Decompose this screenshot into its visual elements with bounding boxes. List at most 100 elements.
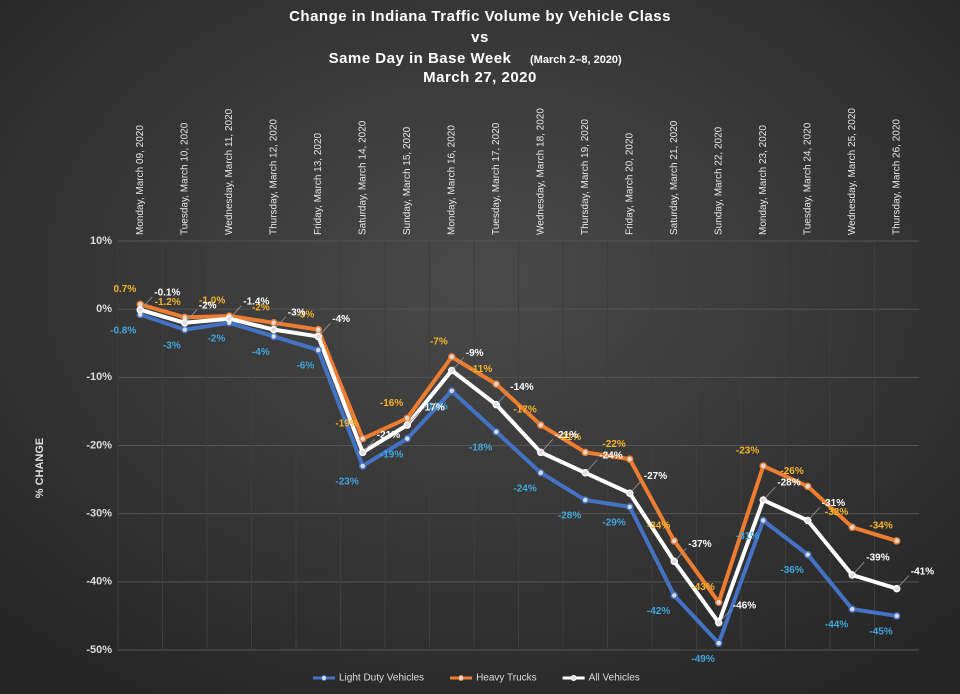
- data-point: [314, 325, 322, 334]
- data-point: [537, 421, 545, 429]
- leader-line: [764, 486, 776, 499]
- data-point: [359, 462, 367, 470]
- data-point: [626, 503, 634, 511]
- value-label: -44%: [825, 620, 848, 631]
- leader-line: [631, 479, 643, 492]
- y-tick-label: -30%: [86, 508, 112, 520]
- leader-line: [898, 575, 910, 587]
- value-label: -46%: [733, 600, 756, 611]
- value-label: -0.1%: [154, 287, 180, 298]
- value-label: -19%: [380, 449, 403, 460]
- legend-label: Light Duty Vehicles: [339, 673, 424, 684]
- value-label: -21%: [555, 430, 578, 441]
- data-point: [403, 421, 411, 429]
- data-point: [715, 639, 723, 647]
- x-tick-label: Monday, March 09, 2020: [135, 125, 146, 235]
- value-label: -2%: [252, 302, 270, 313]
- y-axis-label: % CHANGE: [34, 438, 46, 499]
- x-tick-label: Monday, March 16, 2020: [446, 125, 457, 235]
- legend-marker: [321, 675, 327, 681]
- value-label: -2%: [199, 300, 217, 311]
- leader-line: [364, 439, 376, 451]
- data-point: [537, 469, 545, 477]
- series-line: [139, 307, 898, 625]
- value-label: -43%: [691, 582, 714, 593]
- value-label: -24%: [513, 483, 536, 494]
- leader-line: [453, 357, 465, 369]
- legend-label: Heavy Trucks: [476, 673, 537, 684]
- y-tick-label: -40%: [86, 576, 112, 588]
- data-point: [848, 571, 856, 579]
- value-label: -4%: [252, 347, 270, 358]
- value-label: -39%: [866, 553, 889, 564]
- value-label: -3%: [288, 307, 306, 318]
- value-label: -26%: [780, 466, 803, 477]
- leader-line: [853, 561, 865, 574]
- data-point: [804, 550, 812, 559]
- value-label: -29%: [602, 517, 625, 528]
- data-point: [715, 598, 723, 607]
- data-point: [403, 414, 411, 422]
- y-tick-label: 10%: [90, 235, 112, 247]
- value-label: -6%: [296, 361, 314, 372]
- value-label: -0.8%: [110, 325, 136, 336]
- y-tick-label: 0%: [96, 303, 112, 315]
- x-tick-label: Friday, March 13, 2020: [313, 132, 324, 235]
- value-label: -42%: [647, 606, 670, 617]
- data-point: [670, 537, 678, 545]
- data-point: [270, 319, 278, 327]
- value-label: -37%: [688, 539, 711, 550]
- data-point: [270, 325, 278, 334]
- data-point: [581, 448, 589, 457]
- subtitle-note: (March 2–8, 2020): [530, 54, 622, 66]
- value-label: -24%: [599, 450, 622, 461]
- value-label: -27%: [644, 471, 667, 482]
- x-tick-label: Saturday, March 14, 2020: [357, 120, 368, 235]
- data-point: [581, 469, 589, 477]
- data-point: [670, 557, 678, 566]
- leader-line: [809, 507, 821, 519]
- series-line: [139, 312, 898, 646]
- value-label: -19%: [335, 418, 358, 429]
- data-point: [225, 314, 233, 323]
- x-tick-label: Tuesday, March 10, 2020: [179, 122, 190, 235]
- data-point: [804, 516, 812, 525]
- data-point: [759, 462, 767, 470]
- value-label: -2%: [207, 333, 225, 344]
- data-point: [893, 612, 901, 620]
- chart-title: Change in Indiana Traffic Volume by Vehi…: [289, 8, 671, 25]
- data-point: [626, 489, 634, 497]
- data-point: [359, 448, 367, 457]
- value-label: -34%: [647, 521, 670, 532]
- value-label: -23%: [335, 477, 358, 488]
- data-point: [759, 496, 767, 504]
- y-tick-label: -10%: [86, 371, 112, 383]
- value-label: -12%: [424, 402, 447, 413]
- data-point: [448, 387, 456, 395]
- x-tick-label: Saturday, March 21, 2020: [669, 120, 680, 235]
- data-point: [848, 605, 856, 613]
- data-point: [403, 434, 411, 443]
- value-label: -16%: [380, 398, 403, 409]
- data-point: [314, 346, 322, 354]
- x-tick-label: Thursday, March 19, 2020: [580, 119, 591, 235]
- data-point: [492, 428, 500, 436]
- leader-line: [319, 323, 331, 335]
- value-label: -23%: [736, 446, 759, 457]
- data-point: [537, 448, 545, 457]
- value-label: -18%: [469, 443, 492, 454]
- data-point: [314, 332, 322, 341]
- value-label: -21%: [377, 430, 400, 441]
- x-tick-label: Sunday, March 15, 2020: [402, 126, 413, 235]
- value-label: -28%: [777, 478, 800, 489]
- value-label: -11%: [469, 364, 492, 375]
- value-label: -17%: [421, 403, 444, 414]
- value-label: -31%: [822, 498, 845, 509]
- value-label: -32%: [825, 507, 848, 518]
- value-label: -3%: [296, 309, 314, 320]
- series-line: [139, 302, 898, 605]
- value-label: -31%: [736, 531, 759, 542]
- y-tick-label: -50%: [86, 644, 112, 656]
- data-point: [670, 591, 678, 600]
